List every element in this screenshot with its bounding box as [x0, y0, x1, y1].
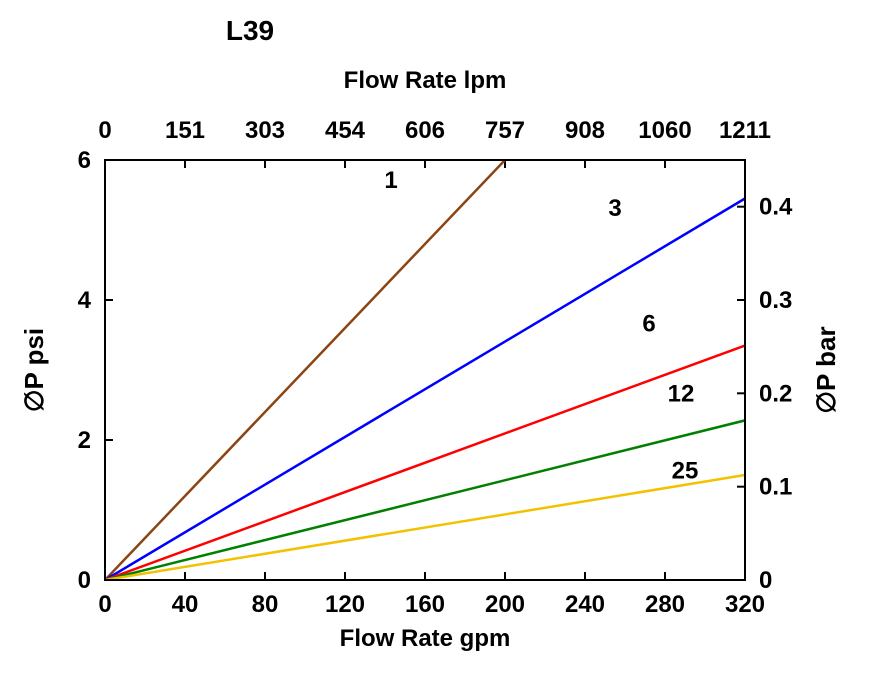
- series-label-12: 12: [668, 381, 695, 408]
- chart-container: L39Flow Rate lpm015130345460675790810601…: [0, 0, 884, 694]
- x-top-tick-label: 0: [98, 117, 111, 144]
- y-right-axis-label: ∅P bar: [811, 326, 841, 413]
- x-bottom-tick-label: 160: [405, 591, 445, 618]
- x-top-tick-label: 908: [565, 117, 605, 144]
- x-bottom-tick-label: 120: [325, 591, 365, 618]
- series-label-25: 25: [672, 458, 699, 485]
- y-left-axis-label: ∅P psi: [19, 328, 49, 412]
- series-label-6: 6: [642, 311, 655, 338]
- x-bottom-tick-label: 280: [645, 591, 685, 618]
- x-top-tick-label: 1060: [638, 117, 691, 144]
- y-right-tick-label: 0.2: [759, 380, 792, 407]
- y-right-tick-label: 0: [759, 567, 772, 594]
- y-left-tick-label: 2: [78, 427, 91, 454]
- y-left-tick-label: 6: [78, 147, 91, 174]
- y-left-tick-label: 4: [78, 287, 92, 314]
- chart-title: L39: [226, 15, 274, 46]
- x-top-tick-label: 606: [405, 117, 445, 144]
- x-top-tick-label: 757: [485, 117, 525, 144]
- y-left-tick-label: 0: [78, 567, 91, 594]
- x-top-axis-label: Flow Rate lpm: [344, 67, 507, 94]
- x-bottom-tick-label: 80: [252, 591, 279, 618]
- y-right-tick-label: 0.4: [759, 194, 793, 221]
- series-label-3: 3: [608, 195, 621, 222]
- x-bottom-axis-label: Flow Rate gpm: [340, 625, 511, 652]
- x-top-tick-label: 303: [245, 117, 285, 144]
- y-right-tick-label: 0.3: [759, 287, 792, 314]
- x-bottom-tick-label: 320: [725, 591, 765, 618]
- x-top-tick-label: 454: [325, 117, 366, 144]
- x-bottom-tick-label: 240: [565, 591, 605, 618]
- x-top-tick-label: 151: [165, 117, 205, 144]
- series-label-1: 1: [384, 167, 397, 194]
- chart-bg: [0, 0, 884, 694]
- x-bottom-tick-label: 40: [172, 591, 199, 618]
- y-right-tick-label: 0.1: [759, 474, 792, 501]
- x-top-tick-label: 1211: [719, 117, 771, 144]
- x-bottom-tick-label: 0: [98, 591, 111, 618]
- x-bottom-tick-label: 200: [485, 591, 525, 618]
- pressure-drop-chart: L39Flow Rate lpm015130345460675790810601…: [0, 0, 884, 694]
